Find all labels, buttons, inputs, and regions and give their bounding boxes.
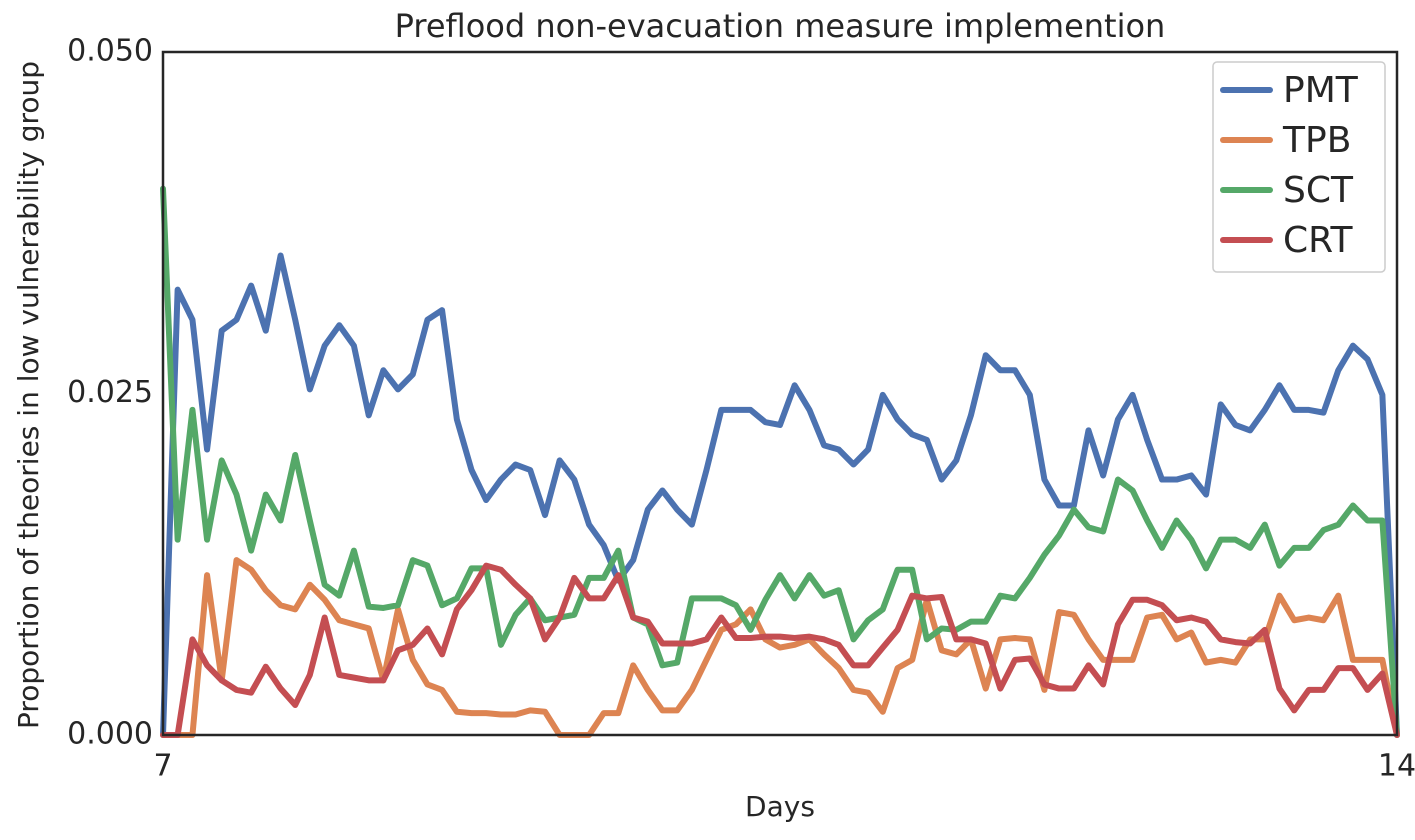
- x-tick-label: 7: [153, 749, 172, 784]
- legend-box: [1212, 61, 1386, 273]
- y-tick-label: 0.025: [67, 375, 153, 410]
- chart-title: Preflood non-evacuation measure implemen…: [395, 7, 1166, 45]
- legend: PMT TPB SCT CRT: [1212, 61, 1386, 273]
- plot-frame: [161, 50, 1399, 737]
- series-line: [160, 185, 1400, 738]
- legend-label: CRT: [1283, 220, 1354, 261]
- y-tick-label: 0.050: [67, 34, 153, 69]
- legend-label: SCT: [1283, 170, 1354, 211]
- series-line: [160, 562, 1400, 738]
- legend-label: PMT: [1283, 70, 1359, 111]
- y-axis-label: Proportion of theories in low vulnerabil…: [12, 61, 45, 729]
- legend-label: TPB: [1282, 120, 1351, 161]
- x-tick-label: 14: [1378, 749, 1415, 784]
- y-tick-label: 0.000: [67, 717, 153, 752]
- x-axis-label: Days: [745, 790, 815, 823]
- series-line: [160, 557, 1400, 738]
- series-line: [160, 252, 1400, 738]
